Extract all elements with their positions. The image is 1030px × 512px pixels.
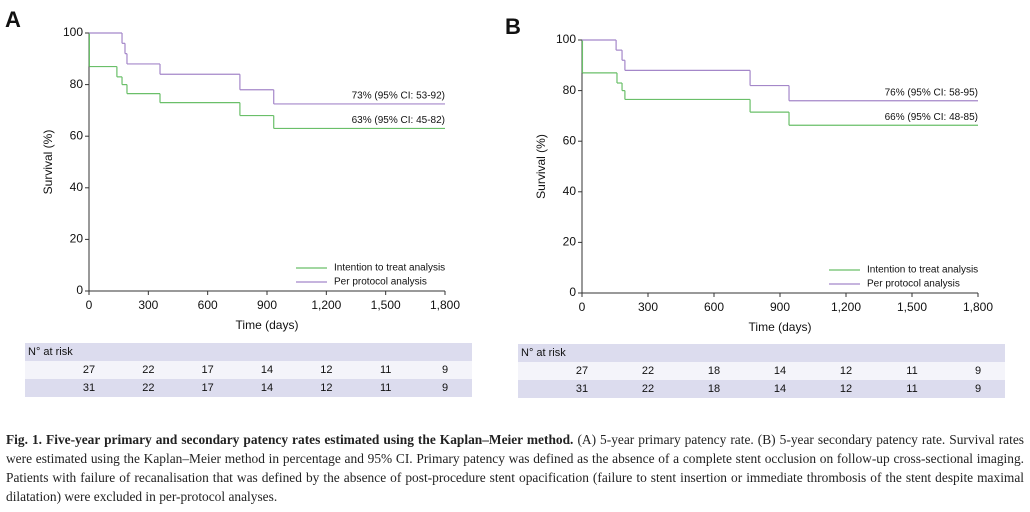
table-cell: 31 (576, 383, 588, 395)
y-tick-label: 0 (569, 285, 576, 299)
table-cell: 11 (380, 364, 391, 376)
x-tick-label: 1,200 (831, 300, 861, 314)
table-cell: 12 (320, 364, 332, 376)
table-cell: 17 (202, 364, 214, 376)
caption-text: (A) 5-year primary patency rate. (B) 5-y… (6, 432, 1024, 504)
y-tick-label: 40 (563, 184, 577, 198)
legend-label: Per protocol analysis (334, 277, 427, 288)
x-axis-title: Time (days) (236, 318, 299, 332)
x-tick-label: 1,800 (430, 298, 460, 312)
curve-annotation: 76% (95% CI: 58-95) (885, 87, 978, 98)
x-tick-label: 900 (770, 300, 790, 314)
y-tick-label: 20 (70, 232, 84, 246)
x-axis-title: Time (days) (749, 320, 812, 334)
table-cell: 27 (83, 364, 95, 376)
x-tick-label: 1,500 (897, 300, 927, 314)
table-cell: 12 (840, 365, 852, 377)
curve-annotation: 63% (95% CI: 45-82) (352, 115, 445, 126)
x-tick-label: 300 (638, 300, 658, 314)
table-cell: 9 (975, 383, 981, 395)
y-tick-label: 20 (563, 235, 577, 249)
caption-label: Fig. 1. (6, 432, 43, 447)
y-tick-label: 100 (556, 32, 576, 46)
x-tick-label: 600 (704, 300, 724, 314)
y-axis-title: Survival (%) (41, 130, 55, 195)
table-cell: 22 (642, 365, 654, 377)
x-tick-label: 1,500 (371, 298, 401, 312)
table-header-bg (518, 344, 1005, 362)
table-title: N° at risk (521, 347, 566, 359)
legend-label: Intention to treat analysis (867, 265, 978, 276)
y-tick-label: 80 (563, 83, 577, 97)
table-cell: 18 (708, 365, 720, 377)
table-cell: 31 (83, 382, 95, 394)
caption: Fig. 1. Five-year primary and secondary … (6, 430, 1024, 506)
table-cell: 11 (906, 383, 917, 395)
y-tick-label: 40 (70, 180, 84, 194)
x-tick-label: 900 (257, 298, 277, 312)
y-tick-label: 60 (563, 133, 577, 147)
table-cell: 17 (202, 382, 214, 394)
x-tick-label: 1,800 (963, 300, 993, 314)
table-cell: 11 (906, 365, 917, 377)
legend-label: Intention to treat analysis (334, 263, 445, 274)
table-row-bg (25, 361, 472, 379)
panel-label: B (505, 14, 521, 39)
x-tick-label: 0 (579, 300, 586, 314)
legend-label: Per protocol analysis (867, 279, 960, 290)
caption-title: Five-year primary and secondary patency … (46, 432, 574, 447)
y-tick-label: 0 (76, 283, 83, 297)
table-cell: 12 (840, 383, 852, 395)
table-cell: 14 (774, 365, 786, 377)
x-tick-label: 1,200 (311, 298, 341, 312)
y-tick-label: 80 (70, 77, 84, 91)
curve-annotation: 73% (95% CI: 53-92) (352, 91, 445, 102)
table-cell: 9 (442, 382, 448, 394)
y-axis-title: Survival (%) (534, 134, 548, 199)
panel-label: A (5, 7, 21, 32)
table-cell: 12 (320, 382, 332, 394)
table-cell: 27 (576, 365, 588, 377)
table-row-bg (518, 380, 1005, 398)
table-cell: 14 (261, 382, 273, 394)
table-header-bg (25, 343, 472, 361)
curve-annotation: 66% (95% CI: 48-85) (885, 112, 978, 123)
table-cell: 22 (142, 364, 154, 376)
table-cell: 22 (642, 383, 654, 395)
x-tick-label: 300 (138, 298, 158, 312)
table-cell: 11 (380, 382, 391, 394)
table-row-bg (518, 362, 1005, 380)
table-title: N° at risk (28, 346, 73, 358)
table-cell: 22 (142, 382, 154, 394)
x-tick-label: 0 (86, 298, 93, 312)
table-cell: 14 (774, 383, 786, 395)
y-tick-label: 60 (70, 128, 84, 142)
table-cell: 18 (708, 383, 720, 395)
y-tick-label: 100 (63, 25, 83, 39)
x-tick-label: 600 (198, 298, 218, 312)
table-row-bg (25, 379, 472, 397)
table-cell: 14 (261, 364, 273, 376)
table-cell: 9 (975, 365, 981, 377)
table-cell: 9 (442, 364, 448, 376)
